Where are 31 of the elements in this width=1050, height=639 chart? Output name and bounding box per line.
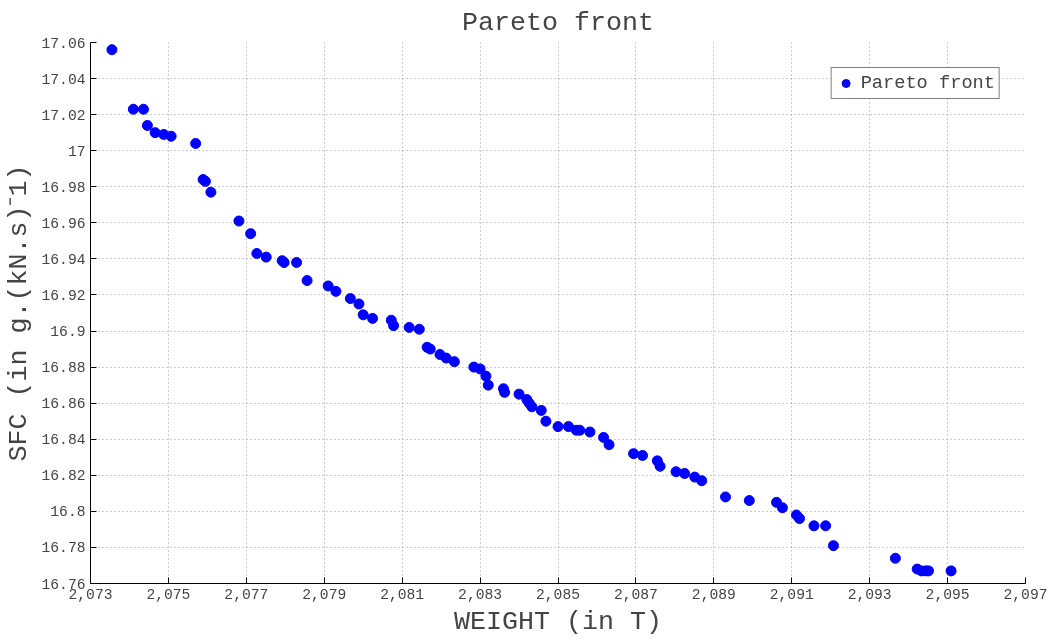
y-tick-label: 16.82 xyxy=(41,468,86,485)
x-tick-label: 2,097 xyxy=(1003,586,1048,603)
y-tick-label: 16.8 xyxy=(50,504,86,521)
y-tick-label: 16.96 xyxy=(41,215,86,232)
x-axis-title: WEIGHT (in T) xyxy=(454,606,662,637)
y-tick-label: 16.86 xyxy=(41,396,86,413)
y-tick-label: 17.04 xyxy=(41,71,86,88)
x-tick-label: 2,081 xyxy=(380,586,425,603)
y-tick-label: 16.88 xyxy=(41,360,86,377)
x-tick-label: 2,083 xyxy=(458,586,503,603)
legend-label: Pareto front xyxy=(860,72,995,94)
y-axis-title: SFC (in g.(kN.s)⁻1) xyxy=(3,164,34,462)
x-tick-label: 2,077 xyxy=(224,586,269,603)
y-tick-label: 16.9 xyxy=(50,324,86,341)
y-tick-label: 17.06 xyxy=(41,35,86,52)
x-tick-label: 2,079 xyxy=(302,586,347,603)
y-tick-label: 16.78 xyxy=(41,540,86,557)
chart-title: Pareto front xyxy=(462,7,654,38)
y-tick-label: 17 xyxy=(67,143,86,160)
x-tick-label: 2,095 xyxy=(925,586,970,603)
x-tick-label: 2,087 xyxy=(613,586,658,603)
y-tick-label: 16.94 xyxy=(41,251,86,268)
y-tick-label: 17.02 xyxy=(41,107,86,124)
y-tick-label: 16.92 xyxy=(41,287,86,304)
y-tick-label: 16.98 xyxy=(41,179,86,196)
x-tick-label: 2,093 xyxy=(847,586,892,603)
y-tick-label: 16.84 xyxy=(41,432,86,449)
x-tick-label: 2,091 xyxy=(769,586,814,603)
x-tick-label: 2,089 xyxy=(691,586,736,603)
x-tick-label: 2,075 xyxy=(146,586,191,603)
x-tick-label: 2,085 xyxy=(536,586,580,603)
